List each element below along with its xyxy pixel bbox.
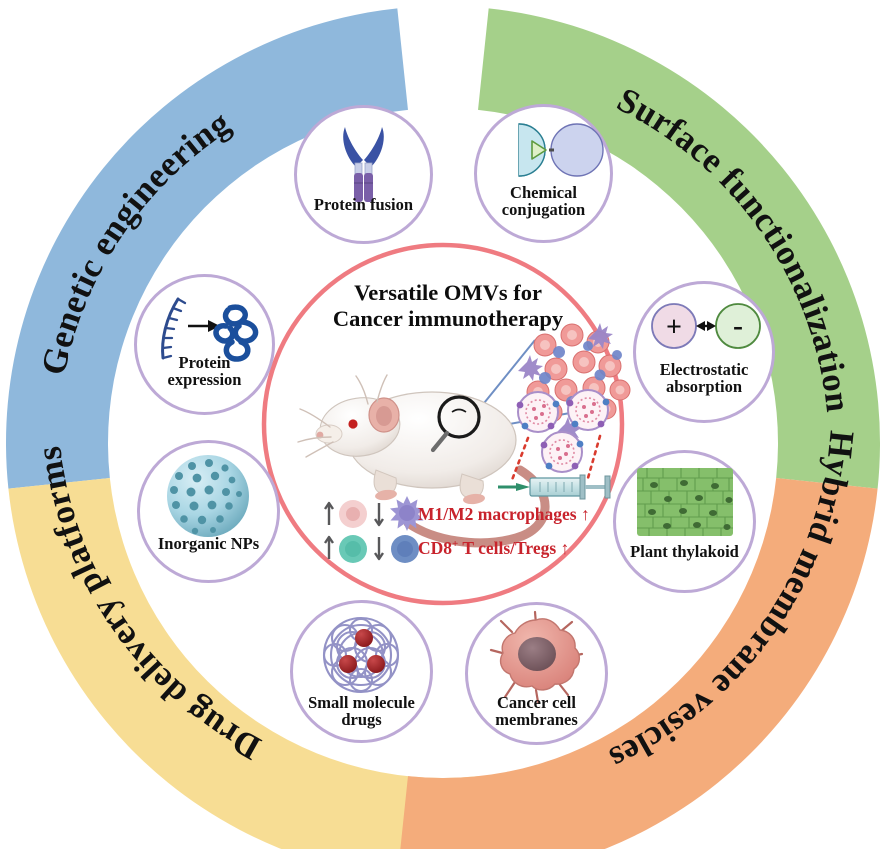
center-title-line1: Versatile OMVs for [354,280,542,305]
center-illustration [297,323,631,563]
m2-macrophage-icon [390,496,424,531]
center-title-line2: Cancer immunotherapy [332,306,564,332]
stat-t-cells-after: T cells/Tregs ↑ [458,538,570,558]
svg-text:-: - [733,309,743,342]
arrow-up-2 [324,535,334,559]
node-electrostatic-absorption[interactable]: + - Electrostatic absorption [633,281,775,423]
node-chemical-conjugation[interactable]: Chemical conjugation [474,104,613,243]
arrow-down-1 [374,503,384,527]
center-title: Versatile OMVs for Cancer immunotherapy [283,280,613,332]
node-plant-thylakoid[interactable]: Plant thylakoid [613,450,756,593]
node-small-molecule-drugs[interactable]: Small molecule drugs [290,600,433,743]
arrow-up-1 [324,501,334,525]
stat-macrophages: M1/M2 macrophages ↑ [418,504,590,524]
magnifying-glass [430,395,481,453]
mrna-to-protein-icon [161,297,259,362]
injection-syringe [498,474,611,500]
charge-attraction-icon: + - [651,303,761,349]
node-protein-fusion[interactable]: Protein fusion [294,105,433,244]
tumor-bearing-mouse [297,374,550,548]
svg-text:+: + [666,312,682,343]
stat-icons [324,496,424,563]
polymer-micelle-icon [322,616,400,694]
node-ring [134,274,275,415]
node-ring [290,600,433,743]
click-conjugation-icon [518,123,604,177]
stat-t-cells: CD8+ T cells/Tregs ↑ [418,538,569,559]
antibody-icon [343,127,384,202]
stat-t-cells-sup: + [452,538,459,551]
node-ring [294,105,433,244]
plant-tissue-icon [637,468,733,536]
cancer-cell-icon [489,610,584,704]
arrow-down-2 [374,537,384,561]
omv-injection-group [498,389,611,500]
node-inorganic-nps[interactable]: Inorganic NPs [137,440,280,583]
node-protein-expression[interactable]: Protein expression [134,274,275,415]
node-cancer-cell-membranes[interactable]: Cancer cell membranes [465,602,608,745]
stat-t-cells-before: CD8 [418,538,453,558]
omv-vesicles [516,389,610,473]
node-ring [633,281,775,423]
mesoporous-sphere-icon [167,455,249,537]
